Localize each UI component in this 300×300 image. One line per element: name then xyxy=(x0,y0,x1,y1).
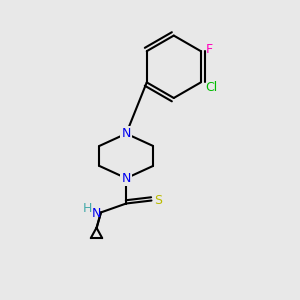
Text: F: F xyxy=(206,43,213,56)
Text: H: H xyxy=(83,202,92,215)
Text: N: N xyxy=(122,127,131,140)
Text: Cl: Cl xyxy=(205,81,217,94)
Text: S: S xyxy=(154,194,162,207)
Text: N: N xyxy=(92,207,101,220)
Text: N: N xyxy=(122,172,131,185)
